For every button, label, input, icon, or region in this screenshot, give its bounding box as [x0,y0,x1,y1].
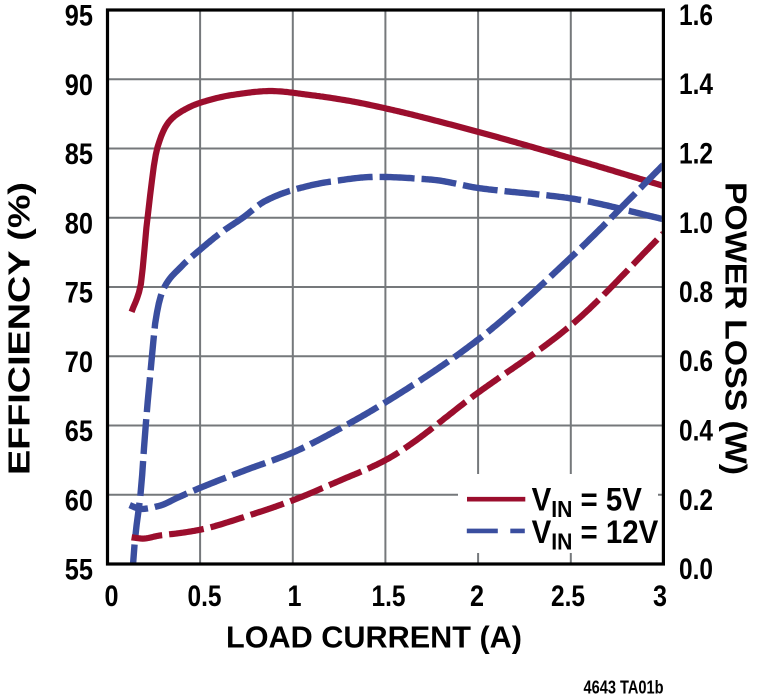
svg-text:55: 55 [65,554,93,587]
svg-text:2.5: 2.5 [551,580,585,613]
svg-text:70: 70 [65,346,93,379]
svg-text:65: 65 [65,415,93,448]
svg-text:0.4: 0.4 [679,415,713,448]
svg-text:4643 TA01b: 4643 TA01b [584,677,664,698]
svg-text:0: 0 [105,580,119,613]
svg-text:85: 85 [65,138,93,171]
svg-text:0.0: 0.0 [679,553,713,586]
svg-text:0.8: 0.8 [679,276,713,309]
svg-text:60: 60 [65,484,93,517]
svg-text:2: 2 [470,580,484,613]
svg-text:0.5: 0.5 [188,580,222,613]
svg-text:3: 3 [653,580,667,613]
svg-text:POWER LOSS (W): POWER LOSS (W) [718,182,753,475]
svg-text:VIN = 12V: VIN = 12V [532,514,659,555]
svg-text:LOAD CURRENT (A): LOAD CURRENT (A) [226,620,522,655]
svg-text:80: 80 [65,207,93,240]
svg-text:1: 1 [288,580,302,613]
svg-text:1.0: 1.0 [679,207,713,240]
svg-text:0.2: 0.2 [679,484,713,517]
svg-text:EFFICIENCY (%): EFFICIENCY (%) [2,182,37,475]
svg-text:1.6: 1.6 [679,0,713,32]
svg-text:75: 75 [65,277,93,310]
svg-text:90: 90 [65,69,93,102]
svg-text:1.4: 1.4 [679,68,713,101]
svg-text:95: 95 [65,0,93,33]
svg-text:0.6: 0.6 [679,345,713,378]
svg-text:1.5: 1.5 [372,580,406,613]
svg-text:VIN = 5V: VIN = 5V [532,481,643,522]
svg-text:1.2: 1.2 [679,138,713,171]
